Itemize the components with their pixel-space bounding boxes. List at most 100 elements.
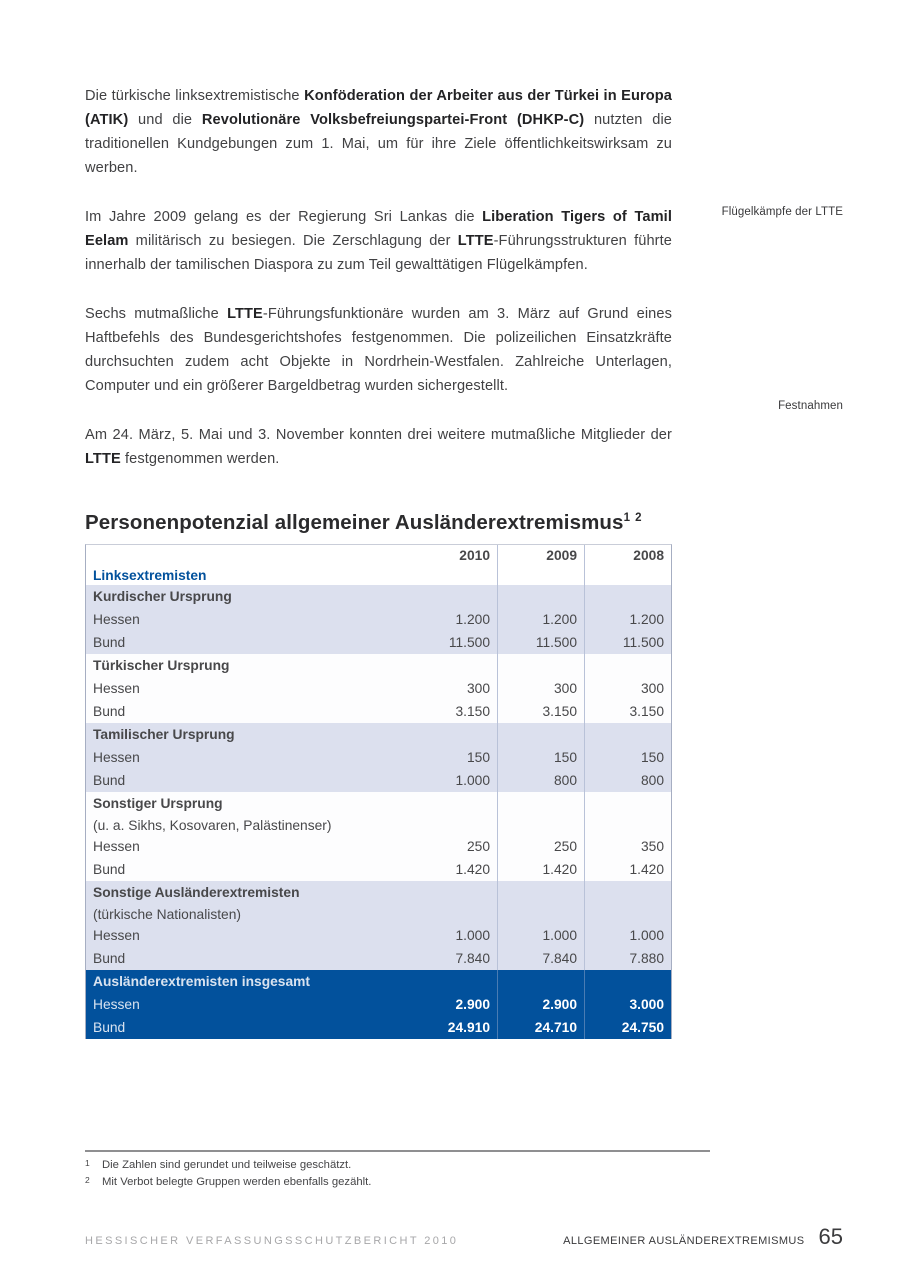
- row-label: Bund: [93, 951, 126, 966]
- section-title-row: Türkischer Ursprung: [86, 654, 671, 677]
- table-heading: Personenpotenzial allgemeiner Ausländere…: [85, 511, 672, 535]
- row-label: Bund: [93, 704, 126, 719]
- table-data-row: Bund 7.840 7.840 7.880: [86, 947, 671, 970]
- body-paragraph: Am 24. März, 5. Mai und 3. November konn…: [85, 423, 672, 471]
- cell-value: 3.150: [455, 704, 490, 719]
- cell-value: 800: [497, 769, 584, 792]
- table-data-row: Bund 3.150 3.150 3.150: [86, 700, 671, 723]
- footer-report-title: HESSISCHER VERFASSUNGSSCHUTZBERICHT 2010: [85, 1235, 459, 1247]
- table-data-row: Hessen 300 300 300: [86, 677, 671, 700]
- section-title-row: Tamilischer Ursprung: [86, 723, 671, 746]
- table-data-row: Bund 1.420 1.420 1.420: [86, 858, 671, 881]
- main-text-column: Die türkische linksextremistische Konföd…: [85, 84, 672, 1039]
- cell-value: 150: [466, 750, 490, 765]
- cell-empty: [584, 654, 671, 677]
- cell-empty: [410, 654, 497, 677]
- text-run: LTTE: [457, 233, 494, 249]
- cell-empty: [410, 585, 497, 608]
- table-data-row: Hessen 150 150 150: [86, 746, 671, 769]
- table-data-row: Bund 24.910 24.710 24.750: [86, 1016, 671, 1039]
- cell-value: 24.910: [447, 1020, 490, 1035]
- row-label: Hessen: [93, 997, 140, 1012]
- page-number: 65: [818, 1224, 843, 1249]
- text-run: LTTE: [227, 306, 263, 322]
- footnote-text: Die Zahlen sind gerundet und teilweise g…: [102, 1159, 352, 1171]
- cell-value: 300: [466, 681, 490, 696]
- text-run: und die: [128, 112, 202, 128]
- cell-empty: [497, 881, 584, 904]
- cell-value: 1.000: [584, 924, 671, 947]
- cell-value: 3.000: [584, 993, 671, 1016]
- cell-empty: [584, 723, 671, 746]
- cell-value: 2.900: [455, 997, 490, 1012]
- body-paragraphs: Die türkische linksextremistische Konföd…: [85, 84, 672, 471]
- text-run: Konföderation der Arbeiter aus der Türke…: [85, 88, 672, 128]
- body-paragraph: Im Jahre 2009 gelang es der Regierung Sr…: [85, 205, 672, 277]
- cell-value: 2.900: [497, 993, 584, 1016]
- cell-empty: [410, 566, 497, 585]
- cell-value: 150: [584, 746, 671, 769]
- row-label: Bund: [93, 773, 126, 788]
- cell-value: 3.150: [584, 700, 671, 723]
- section-title: Sonstige Ausländerextremisten: [93, 885, 300, 900]
- row-label: Bund: [93, 1020, 126, 1035]
- year-column-header: 2010: [459, 548, 490, 563]
- cell-empty: [410, 881, 497, 904]
- section-title-row: Ausländerextremisten insgesamt: [86, 970, 671, 993]
- section-title: Ausländerextremisten insgesamt: [93, 974, 310, 989]
- text-run: nutzten die traditionellen Kundgebungen …: [85, 112, 673, 176]
- footnote: 2 Mit Verbot belegte Gruppen werden ebenf…: [85, 1175, 710, 1188]
- cell-empty: [497, 566, 584, 585]
- cell-value: 1.000: [455, 928, 490, 943]
- text-run: Sechs mutmaßliche: [85, 306, 228, 322]
- footnote: 1 Die Zahlen sind gerundet und teilweise …: [85, 1158, 710, 1171]
- cell-value: 7.840: [455, 951, 490, 966]
- row-label: Hessen: [93, 612, 140, 627]
- text-run: -Führungsstrukturen führte innerhalb der…: [85, 233, 672, 273]
- body-paragraph: Sechs mutmaßliche LTTE-Führungsfunktionä…: [85, 302, 672, 398]
- row-label: Hessen: [93, 839, 140, 854]
- cell-value: 1.420: [584, 858, 671, 881]
- row-label: Hessen: [93, 681, 140, 696]
- cell-empty: [497, 970, 584, 993]
- cell-value: 7.880: [584, 947, 671, 970]
- cell-value: 24.710: [497, 1016, 584, 1039]
- row-label: Hessen: [93, 928, 140, 943]
- cell-empty: [410, 904, 497, 924]
- cell-value: 11.500: [584, 631, 671, 654]
- cell-empty: [584, 792, 671, 815]
- cell-value: 1.200: [584, 608, 671, 631]
- section-subtitle: (türkische Nationalisten): [93, 906, 241, 922]
- text-run: Revolutionäre Volksbefreiungspartei-Fron…: [201, 112, 585, 128]
- cell-value: 250: [497, 835, 584, 858]
- cell-value: 300: [497, 677, 584, 700]
- cell-empty: [584, 881, 671, 904]
- section-title: Kurdischer Ursprung: [93, 589, 232, 604]
- text-run: Liberation Tigers of Tamil Eelam: [85, 209, 672, 249]
- table-data-row: Hessen 1.000 1.000 1.000: [86, 924, 671, 947]
- table-data-row: Bund 11.500 11.500 11.500: [86, 631, 671, 654]
- footer-right-group: ALLGEMEINER AUSLÄNDEREXTREMISMUS 65: [563, 1224, 843, 1250]
- text-run: militärisch zu besiegen. Die Zerschlagun…: [128, 233, 458, 249]
- cell-value: 7.840: [497, 947, 584, 970]
- cell-value: 250: [466, 839, 490, 854]
- table-data-row: Hessen 2.900 2.900 3.000: [86, 993, 671, 1016]
- cell-value: 24.750: [584, 1016, 671, 1039]
- section-title-row: Kurdischer Ursprung: [86, 585, 671, 608]
- footer-section-title: ALLGEMEINER AUSLÄNDEREXTREMISMUS: [563, 1235, 805, 1247]
- cell-empty: [584, 585, 671, 608]
- cell-value: 3.150: [497, 700, 584, 723]
- page-footer: HESSISCHER VERFASSUNGSSCHUTZBERICHT 2010…: [85, 1224, 843, 1250]
- footnote-divider: [85, 1150, 710, 1152]
- cell-empty: [410, 815, 497, 835]
- cell-value: 350: [584, 835, 671, 858]
- cell-empty: [410, 970, 497, 993]
- section-title: Sonstiger Ursprung: [93, 796, 223, 811]
- section-title-row: Sonstiger Ursprung: [86, 792, 671, 815]
- cell-empty: [497, 904, 584, 924]
- table-data-row: Hessen 250 250 350: [86, 835, 671, 858]
- footnotes-block: 1 Die Zahlen sind gerundet und teilweise …: [85, 1150, 710, 1193]
- table-heading-footnote-refs: 1 2: [623, 512, 643, 525]
- cell-value: 11.500: [497, 631, 584, 654]
- cell-empty: [497, 723, 584, 746]
